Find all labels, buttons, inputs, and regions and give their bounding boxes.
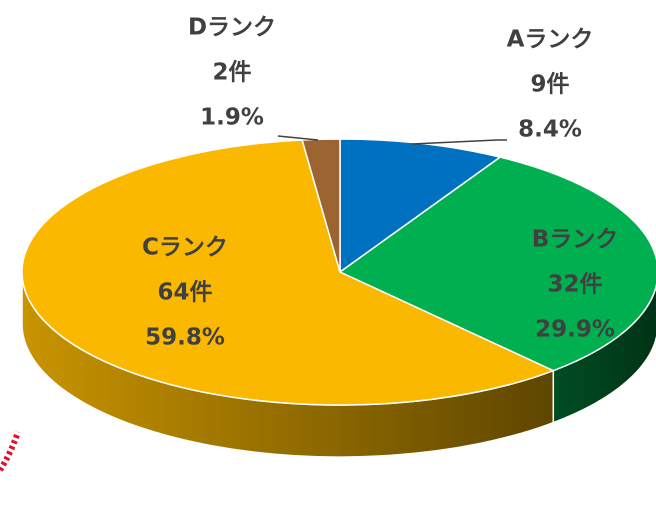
slice <box>301 138 341 273</box>
category-label: Aランク <box>507 27 594 53</box>
pie <box>21 138 656 458</box>
leader-line <box>411 139 507 145</box>
category-label: Dランク <box>188 15 276 41</box>
slice <box>21 139 556 406</box>
count-label: 2件 <box>212 60 251 86</box>
count-label: 64件 <box>157 280 212 306</box>
count-label: 9件 <box>530 72 569 98</box>
value-label: 29.9% <box>535 317 615 343</box>
count-label: 32件 <box>547 272 602 298</box>
value-label: 59.8% <box>145 325 225 351</box>
slice <box>338 156 656 372</box>
decoration <box>0 431 21 472</box>
category-label: Cランク <box>142 235 228 261</box>
leader-line <box>277 135 319 141</box>
value-label: 1.9% <box>200 105 264 131</box>
category-label: Bランク <box>532 227 619 253</box>
value-label: 8.4% <box>518 117 582 143</box>
